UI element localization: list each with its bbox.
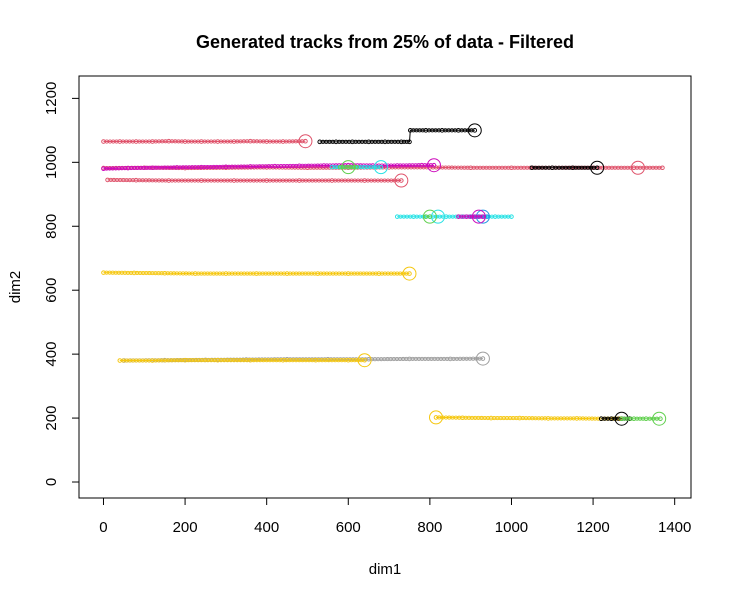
track-point	[594, 165, 600, 171]
track-end-marker	[652, 411, 667, 426]
track-point	[399, 139, 404, 145]
track-end-marker	[357, 353, 372, 368]
track-point	[467, 214, 472, 219]
track-point	[345, 164, 351, 170]
track-point	[407, 139, 412, 145]
y-tick-label: 800	[43, 214, 60, 239]
x-tick-label: 200	[173, 519, 198, 536]
track-point	[509, 214, 514, 219]
track-point	[378, 164, 384, 170]
track-point	[407, 271, 412, 276]
track-point	[343, 165, 348, 170]
track-end-marker	[402, 266, 417, 281]
y-tick-label: 0	[43, 478, 60, 486]
track-end-marker	[373, 160, 388, 175]
track-point	[472, 128, 478, 133]
track-point	[464, 214, 469, 219]
x-tick-label: 1000	[495, 519, 528, 536]
track-point	[472, 214, 478, 219]
y-tick-label: 200	[43, 406, 60, 431]
track-point	[456, 214, 461, 219]
y-axis: 0 200 400 600 800 1000 1200	[43, 82, 80, 486]
y-tick-label: 1000	[43, 146, 60, 179]
track-line	[103, 272, 410, 275]
track-end-marker	[298, 134, 313, 149]
track-end-marker	[590, 160, 605, 175]
series-layer	[101, 123, 667, 426]
series-3	[101, 158, 441, 173]
track-point	[427, 214, 433, 219]
x-axis-label: dim1	[369, 561, 402, 578]
track-end-marker	[630, 160, 645, 175]
plot-frame	[78, 75, 692, 499]
track-point	[351, 165, 356, 170]
track-point	[459, 214, 464, 219]
track-point	[340, 165, 345, 170]
track-point	[478, 214, 483, 219]
x-tick-label: 0	[99, 519, 107, 536]
track-end-marker	[341, 160, 356, 175]
series-1	[317, 123, 482, 145]
series-0	[101, 134, 313, 149]
series-7	[105, 173, 409, 188]
y-tick-label: 1200	[43, 82, 60, 115]
series-12	[101, 266, 417, 281]
series-6	[337, 160, 359, 175]
series-11	[456, 209, 486, 224]
track-point	[401, 139, 407, 144]
track-point	[475, 214, 480, 219]
series-14	[117, 353, 372, 368]
track-point	[658, 416, 663, 422]
track-end-marker	[429, 410, 443, 425]
track-end-marker	[394, 173, 409, 188]
track-end-marker	[426, 158, 441, 173]
x-axis: 0 200 400 600 800 1000 1200 1400	[99, 497, 691, 536]
track-point	[480, 356, 486, 361]
track-line	[107, 179, 402, 181]
track-point	[431, 162, 437, 168]
y-tick-label: 400	[43, 342, 60, 367]
track-point	[362, 357, 367, 363]
series-17	[619, 411, 667, 426]
series-8	[394, 209, 514, 224]
track-end-marker	[422, 209, 437, 224]
track-point	[303, 138, 308, 144]
x-tick-label: 800	[417, 519, 442, 536]
track-point	[480, 214, 486, 219]
series-15	[429, 410, 622, 425]
y-tick-label: 600	[43, 278, 60, 303]
x-tick-label: 400	[254, 519, 279, 536]
series-4	[529, 160, 605, 175]
x-tick-label: 600	[336, 519, 361, 536]
x-tick-label: 1400	[658, 519, 691, 536]
series-9	[422, 209, 437, 224]
track-point	[348, 165, 354, 170]
x-tick-label: 1200	[576, 519, 609, 536]
track-point	[660, 165, 665, 171]
track-point	[404, 139, 409, 144]
chart-title: Generated tracks from 25% of data - Filt…	[196, 32, 574, 52]
track-end-marker	[475, 351, 490, 366]
track-point	[461, 214, 466, 219]
track-end-marker	[471, 209, 486, 224]
y-axis-label: dim2	[7, 271, 24, 304]
track-end-marker	[467, 123, 482, 138]
track-point	[399, 178, 404, 183]
